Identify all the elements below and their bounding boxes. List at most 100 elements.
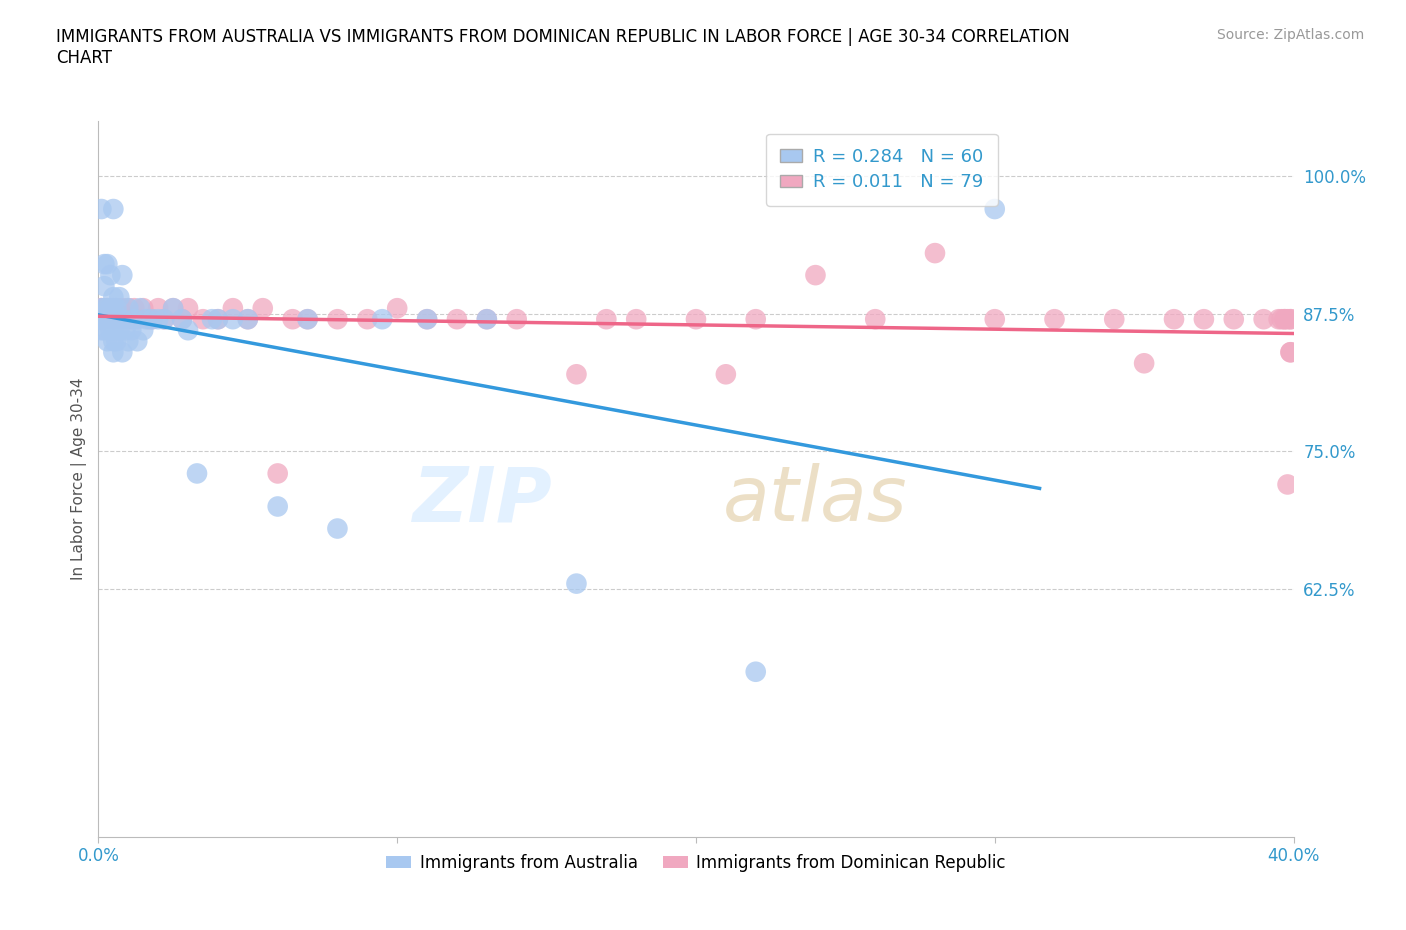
Point	[162, 300, 184, 315]
Point	[148, 312, 170, 326]
Point	[93, 300, 115, 315]
Point	[236, 312, 259, 326]
Point	[252, 300, 274, 315]
Point	[172, 312, 194, 326]
Point	[103, 300, 125, 315]
Legend: Immigrants from Australia, Immigrants from Dominican Republic: Immigrants from Australia, Immigrants fr…	[380, 847, 1012, 879]
Point	[1279, 345, 1302, 360]
Y-axis label: In Labor Force | Age 30-34: In Labor Force | Age 30-34	[72, 378, 87, 580]
Point	[103, 290, 125, 305]
Point	[103, 345, 125, 360]
Point	[96, 312, 118, 326]
Point	[984, 202, 1007, 217]
Point	[108, 300, 131, 315]
Text: atlas: atlas	[723, 463, 908, 538]
Point	[103, 202, 125, 217]
Point	[475, 312, 498, 326]
Point	[222, 300, 245, 315]
Point	[446, 312, 468, 326]
Point	[93, 312, 115, 326]
Point	[1253, 312, 1275, 326]
Point	[111, 300, 134, 315]
Point	[98, 300, 122, 315]
Point	[120, 323, 142, 338]
Point	[117, 300, 139, 315]
Point	[177, 300, 200, 315]
Point	[1163, 312, 1185, 326]
Point	[114, 312, 136, 326]
Point	[105, 334, 128, 349]
Point	[141, 312, 163, 326]
Point	[90, 312, 112, 326]
Point	[1279, 312, 1302, 326]
Point	[222, 312, 245, 326]
Point	[93, 279, 115, 294]
Point	[191, 312, 214, 326]
Point	[371, 312, 394, 326]
Point	[96, 300, 118, 315]
Point	[127, 312, 149, 326]
Point	[207, 312, 229, 326]
Point	[98, 300, 122, 315]
Point	[804, 268, 827, 283]
Point	[1279, 312, 1302, 326]
Point	[1279, 345, 1302, 360]
Point	[111, 268, 134, 283]
Point	[90, 300, 112, 315]
Point	[148, 300, 170, 315]
Point	[132, 323, 155, 338]
Point	[267, 499, 290, 514]
Point	[103, 312, 125, 326]
Point	[120, 312, 142, 326]
Point	[105, 300, 128, 315]
Point	[356, 312, 378, 326]
Point	[90, 202, 112, 217]
Point	[105, 312, 128, 326]
Point	[1267, 312, 1289, 326]
Point	[297, 312, 319, 326]
Point	[626, 312, 648, 326]
Point	[475, 312, 498, 326]
Point	[105, 312, 128, 326]
Point	[506, 312, 529, 326]
Point	[326, 521, 349, 536]
Point	[132, 300, 155, 315]
Point	[565, 577, 588, 591]
Point	[96, 257, 118, 272]
Point	[93, 257, 115, 272]
Point	[162, 300, 184, 315]
Point	[90, 312, 112, 326]
Point	[124, 312, 146, 326]
Point	[385, 300, 409, 315]
Point	[1277, 312, 1299, 326]
Point	[236, 312, 259, 326]
Point	[103, 323, 125, 338]
Point	[172, 312, 194, 326]
Point	[111, 312, 134, 326]
Point	[96, 300, 118, 315]
Point	[1104, 312, 1126, 326]
Point	[1223, 312, 1246, 326]
Point	[138, 312, 160, 326]
Point	[267, 466, 290, 481]
Point	[1274, 312, 1296, 326]
Point	[297, 312, 319, 326]
Point	[98, 268, 122, 283]
Point	[90, 312, 112, 326]
Point	[1274, 312, 1296, 326]
Point	[127, 334, 149, 349]
Point	[124, 300, 146, 315]
Point	[111, 345, 134, 360]
Point	[96, 300, 118, 315]
Point	[98, 323, 122, 338]
Point	[1277, 477, 1299, 492]
Point	[103, 300, 125, 315]
Point	[108, 290, 131, 305]
Point	[105, 300, 128, 315]
Point	[135, 312, 157, 326]
Point	[96, 312, 118, 326]
Point	[416, 312, 439, 326]
Point	[1133, 356, 1156, 371]
Point	[90, 323, 112, 338]
Point	[281, 312, 304, 326]
